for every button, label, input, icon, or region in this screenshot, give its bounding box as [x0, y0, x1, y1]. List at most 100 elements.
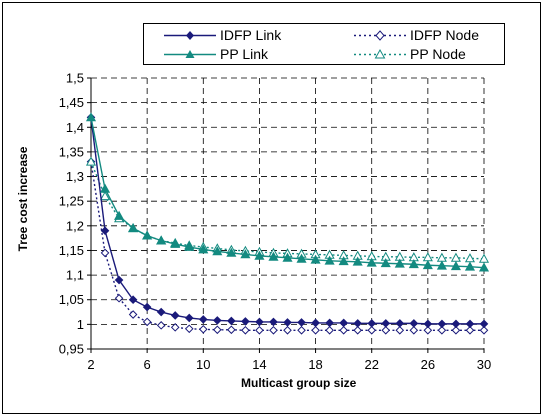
data-point-idfp-link: [156, 307, 166, 317]
data-point-idfp-node: [367, 325, 377, 335]
data-point-idfp-node: [269, 325, 278, 335]
data-point-idfp-link: [227, 316, 236, 326]
series-line-pp-node: [90, 161, 485, 260]
data-point-idfp-node: [142, 317, 152, 327]
data-point-idfp-node: [241, 325, 250, 335]
data-point-idfp-node: [339, 325, 348, 335]
data-point-pp-link: [478, 262, 490, 272]
data-point-pp-link: [464, 261, 476, 271]
data-point-pp-link: [254, 250, 265, 260]
plot-area: [91, 78, 484, 349]
data-point-idfp-link: [311, 318, 320, 328]
data-point-idfp-link: [114, 275, 124, 285]
data-point-idfp-link: [100, 226, 110, 236]
x-tick-label: 14: [252, 357, 266, 372]
data-point-pp-link: [450, 260, 461, 271]
data-point-pp-link: [282, 252, 293, 262]
data-point-idfp-link: [451, 319, 461, 329]
data-point-pp-link: [128, 223, 139, 233]
legend: IDFP Link IDFP Node PP Link PP Node: [143, 23, 505, 65]
data-point-idfp-link: [437, 319, 447, 329]
data-point-pp-link: [352, 256, 363, 266]
data-point-pp-link: [394, 258, 405, 268]
data-point-idfp-node: [353, 325, 362, 335]
data-point-idfp-link: [241, 317, 250, 326]
line-chart: 0,95 1 1,05 1,1 1,15 1,2 1,25 1,3 1,35 1,4 1,45 1,5…: [59, 71, 492, 373]
data-point-idfp-link: [184, 313, 194, 323]
data-point-idfp-link: [465, 319, 475, 329]
legend-label-pp-node: PP Node: [410, 46, 466, 62]
y-tick-label: 1,35: [59, 144, 84, 159]
data-point-idfp-node: [325, 325, 334, 335]
data-point-pp-node: [478, 253, 490, 263]
data-point-idfp-node: [213, 325, 222, 335]
data-point-idfp-node: [451, 325, 461, 335]
legend-label-pp-link: PP Link: [220, 46, 268, 62]
data-point-idfp-node: [100, 248, 110, 258]
data-point-idfp-link: [255, 317, 264, 327]
data-point-idfp-link: [409, 319, 419, 328]
y-tick-label: 1,1: [66, 268, 84, 283]
data-point-pp-link: [85, 112, 97, 122]
data-point-pp-link: [198, 244, 209, 254]
data-point-idfp-node: [170, 323, 180, 332]
data-point-idfp-link: [213, 316, 222, 325]
data-point-idfp-node: [283, 325, 292, 335]
y-tick-label: 1,3: [66, 169, 84, 184]
data-point-idfp-link: [339, 318, 348, 328]
data-point-pp-link: [184, 241, 195, 251]
data-point-idfp-link: [269, 317, 278, 327]
data-point-idfp-node: [465, 325, 475, 335]
data-point-idfp-node: [198, 324, 208, 334]
data-point-idfp-node: [227, 325, 236, 335]
data-point-pp-link: [170, 238, 181, 248]
data-point-pp-link: [422, 260, 433, 270]
y-axis-title: Tree cost increase: [16, 146, 30, 252]
x-tick-label: 10: [196, 357, 210, 372]
data-point-idfp-link: [198, 315, 208, 324]
data-point-idfp-link: [128, 295, 138, 305]
data-point-idfp-node: [128, 310, 138, 319]
data-point-pp-link: [212, 246, 223, 256]
data-point-idfp-link: [353, 319, 362, 328]
data-point-pp-link: [296, 253, 307, 263]
y-tick-label: 1,15: [59, 243, 84, 258]
data-point-pp-link: [436, 260, 447, 270]
data-point-pp-link: [156, 235, 167, 245]
data-point-idfp-link: [395, 319, 405, 328]
legend-swatch-idfp-link: [164, 31, 216, 40]
data-point-pp-link: [142, 230, 153, 240]
data-point-idfp-node: [311, 325, 320, 335]
data-point-pp-link: [99, 183, 111, 193]
y-tick-label: 1: [77, 317, 84, 332]
data-point-pp-link: [310, 254, 321, 264]
data-point-idfp-link: [283, 318, 292, 327]
x-tick-label: 26: [421, 357, 435, 372]
data-point-pp-node: [85, 156, 97, 166]
chart-frame: 0,95 1 1,05 1,1 1,15 1,2 1,25 1,3 1,35 1,4 1,45 1,5…: [2, 2, 541, 414]
data-point-idfp-link: [381, 319, 391, 328]
data-point-idfp-link: [297, 318, 306, 327]
x-tick-label: 18: [308, 357, 322, 372]
data-point-idfp-node: [156, 321, 166, 330]
legend-label-idfp-node: IDFP Node: [410, 27, 479, 43]
data-point-idfp-node: [184, 324, 194, 334]
y-tick-label: 0,95: [59, 342, 84, 357]
data-point-idfp-node: [479, 325, 489, 335]
data-point-pp-link: [240, 249, 251, 259]
x-tick-label: 6: [144, 357, 151, 372]
data-point-idfp-link: [479, 319, 489, 329]
data-point-pp-link: [324, 255, 335, 265]
data-point-idfp-node: [381, 325, 391, 335]
legend-swatch-idfp-node: [354, 30, 406, 41]
data-point-idfp-link: [170, 311, 180, 320]
data-point-pp-link: [338, 256, 349, 266]
data-point-idfp-link: [367, 319, 377, 328]
data-point-idfp-node: [114, 293, 124, 303]
y-tick-label: 1,4: [66, 120, 84, 135]
x-tick-label: 30: [477, 357, 491, 372]
data-point-pp-node: [99, 191, 111, 201]
x-axis-title: Multicast group size: [241, 376, 357, 390]
data-point-idfp-link: [423, 319, 433, 329]
data-point-idfp-node: [395, 325, 405, 335]
